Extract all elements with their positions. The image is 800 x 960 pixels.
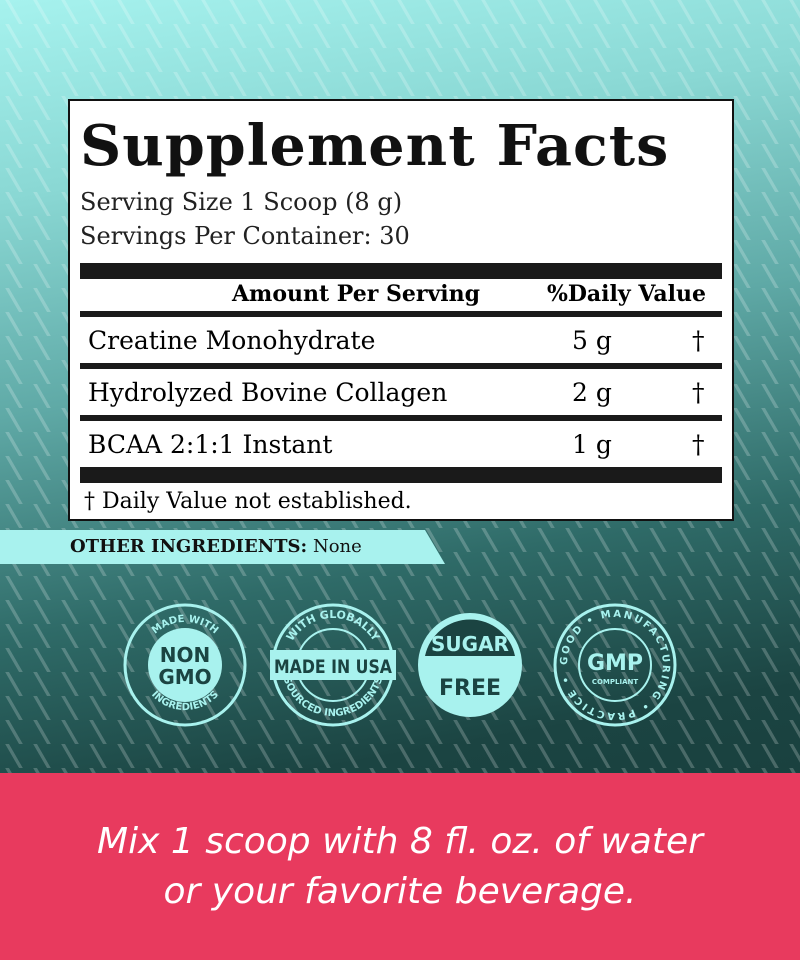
facts-row: Creatine Monohydrate 5 g † (80, 317, 722, 369)
made-in-usa-badge: WITH GLOBALLY SOURCED INGREDIENTS MADE I… (270, 603, 396, 727)
badge-text: MADE IN USA (274, 656, 392, 678)
dv-header: %Daily Value (546, 281, 706, 307)
facts-header: Amount Per Serving %Daily Value (80, 279, 722, 317)
facts-row: Hydrolyzed Bovine Collagen 2 g † (80, 369, 722, 421)
ingredient-amount: 5 g (572, 325, 612, 355)
badge-text: GMO (158, 665, 211, 689)
footnote: † Daily Value not established. (84, 489, 412, 514)
other-ingredients: OTHER INGREDIENTS: None (0, 530, 445, 564)
amount-header: Amount Per Serving (231, 281, 480, 307)
ingredient-name: Creatine Monohydrate (88, 325, 376, 355)
supplement-facts-panel: Supplement Facts Serving Size 1 Scoop (8… (68, 99, 734, 521)
ingredient-dv: † (692, 429, 705, 459)
divider (80, 263, 722, 279)
servings-per-container: Servings Per Container: 30 (80, 222, 410, 250)
badge-text: FREE (439, 676, 501, 701)
ingredient-name: Hydrolyzed Bovine Collagen (88, 377, 448, 407)
serving-size: Serving Size 1 Scoop (8 g) (80, 188, 403, 216)
badge-text: SUGAR (431, 632, 509, 656)
badge-text: WITH GLOBALLY (284, 608, 383, 644)
directions-line: or your favorite beverage. (163, 870, 637, 912)
facts-row: BCAA 2:1:1 Instant 1 g † (80, 421, 722, 483)
ingredient-name: BCAA 2:1:1 Instant (88, 429, 333, 459)
gmp-badge: GOOD • MANUFACTURING • PRACTICE • GMP CO… (553, 603, 677, 727)
other-ingredients-label: OTHER INGREDIENTS: (70, 536, 308, 557)
ingredient-dv: † (692, 377, 705, 407)
non-gmo-badge: MADE WITH INGREDIENTS NON GMO (123, 603, 247, 727)
sugar-free-badge: SUGAR FREE (418, 613, 522, 717)
ingredient-amount: 1 g (572, 429, 612, 459)
facts-title: Supplement Facts (80, 113, 670, 179)
directions-banner: Mix 1 scoop with 8 fl. oz. of water or y… (0, 773, 800, 960)
svg-text:WITH GLOBALLY: WITH GLOBALLY (284, 608, 383, 644)
ingredient-amount: 2 g (572, 377, 612, 407)
badge-text: COMPLIANT (592, 678, 639, 686)
badges: MADE WITH INGREDIENTS NON GMO WITH GLOBA… (120, 600, 700, 730)
directions-line: Mix 1 scoop with 8 fl. oz. of water (97, 820, 703, 862)
badge-text: GMP (587, 651, 643, 676)
badge-text: NON (160, 643, 210, 667)
other-ingredients-value: None (312, 536, 362, 557)
ingredient-dv: † (692, 325, 705, 355)
